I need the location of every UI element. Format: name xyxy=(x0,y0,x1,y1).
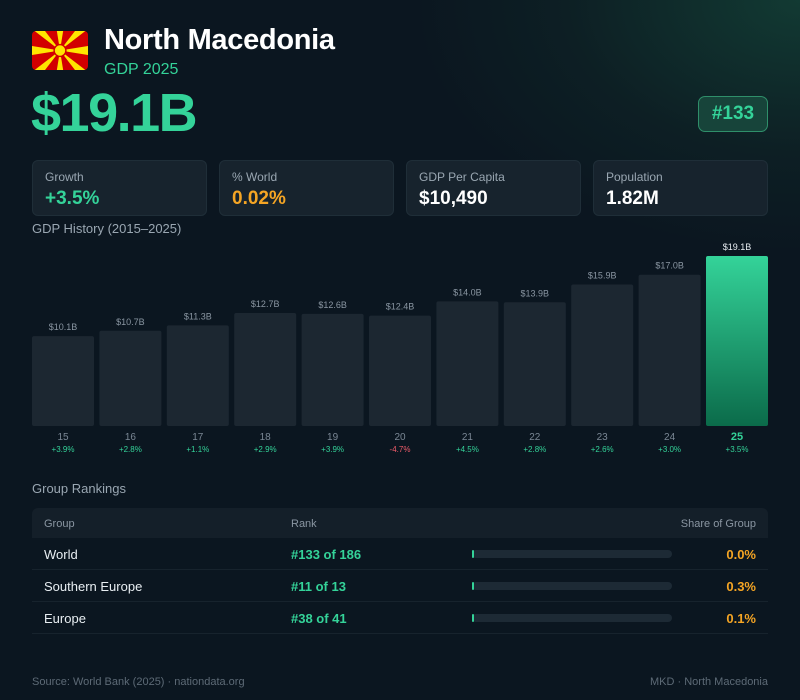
growth-label: +3.0% xyxy=(658,445,681,454)
growth-label: +2.8% xyxy=(119,445,142,454)
rankings-table: Group Rank Share of Group World #133 of 1… xyxy=(32,508,768,634)
gdp-value: $19.1B xyxy=(31,83,198,143)
chart-title: GDP History (2015–2025) xyxy=(32,221,182,236)
stats-row: Growth +3.5% % World 0.02% GDP Per Capit… xyxy=(32,160,768,216)
stat-card-gdp-per-capita: GDP Per Capita $10,490 xyxy=(406,160,581,216)
row-rank: #38 of 41 xyxy=(291,611,347,626)
x-tick-label: 24 xyxy=(664,432,676,443)
x-tick-label: 20 xyxy=(394,432,406,443)
growth-label: +3.5% xyxy=(726,445,749,454)
x-tick-label: 18 xyxy=(260,432,272,443)
chart-bar xyxy=(301,313,364,426)
country-title: North Macedonia xyxy=(104,24,335,56)
bar-value-label: $12.7B xyxy=(251,299,280,309)
bar-value-label: $12.4B xyxy=(386,302,415,312)
bar-value-label: $12.6B xyxy=(318,300,347,310)
bar-value-label: $15.9B xyxy=(588,270,617,280)
table-row: Southern Europe #11 of 13 0.3% xyxy=(32,570,768,602)
row-group: Europe xyxy=(44,611,86,626)
table-row: World #133 of 186 0.0% xyxy=(32,538,768,570)
row-rank: #11 of 13 xyxy=(291,579,346,594)
stat-card-growth: Growth +3.5% xyxy=(32,160,207,216)
bar-value-label: $10.1B xyxy=(49,322,78,332)
table-header: Group Rank Share of Group xyxy=(32,508,768,538)
stat-value: 0.02% xyxy=(232,188,286,209)
growth-label: -4.7% xyxy=(390,445,411,454)
stat-value: +3.5% xyxy=(45,188,100,209)
x-tick-label: 19 xyxy=(327,432,339,443)
chart-bar xyxy=(166,325,229,426)
row-group: World xyxy=(44,547,78,562)
share-bar xyxy=(472,550,672,558)
stat-card-population: Population 1.82M xyxy=(593,160,768,216)
footer-code: MKD · North Macedonia xyxy=(650,676,768,688)
share-bar xyxy=(472,614,672,622)
page-subtitle: GDP 2025 xyxy=(104,61,179,78)
growth-label: +3.9% xyxy=(321,445,344,454)
growth-label: +2.9% xyxy=(254,445,277,454)
share-bar-fill xyxy=(472,582,474,590)
chart-bar xyxy=(638,274,701,426)
bar-value-label: $17.0B xyxy=(655,261,684,271)
stat-label: % World xyxy=(232,170,278,184)
chart-bar xyxy=(706,256,768,426)
growth-label: +1.1% xyxy=(186,445,209,454)
stat-label: Population xyxy=(606,170,663,184)
header-share: Share of Group xyxy=(680,518,756,530)
chart-bar xyxy=(436,301,499,426)
north-macedonia-flag-icon xyxy=(32,31,88,70)
growth-label: +2.8% xyxy=(523,445,546,454)
rankings-title: Group Rankings xyxy=(32,481,126,496)
stat-label: Growth xyxy=(45,170,84,184)
chart-bar xyxy=(571,284,634,426)
chart-bar xyxy=(234,312,297,426)
row-share: 0.0% xyxy=(726,547,756,562)
stat-value: $10,490 xyxy=(419,188,488,209)
chart-bar xyxy=(99,330,162,426)
bar-value-label: $10.7B xyxy=(116,317,145,327)
growth-label: +3.9% xyxy=(52,445,75,454)
header-group: Group xyxy=(44,518,75,530)
chart-bar xyxy=(32,336,94,426)
rank-badge: #133 xyxy=(698,96,768,132)
stat-card-world-share: % World 0.02% xyxy=(219,160,394,216)
stat-label: GDP Per Capita xyxy=(419,170,505,184)
chart-bar xyxy=(503,302,566,426)
chart-bar xyxy=(369,315,431,426)
table-row: Europe #38 of 41 0.1% xyxy=(32,602,768,634)
x-tick-label: 23 xyxy=(597,432,609,443)
header-rank: Rank xyxy=(291,518,317,530)
x-tick-label: 17 xyxy=(192,432,204,443)
bar-value-label: $14.0B xyxy=(453,287,482,297)
bar-value-label: $13.9B xyxy=(521,288,550,298)
row-group: Southern Europe xyxy=(44,579,143,594)
x-tick-label: 15 xyxy=(57,432,69,443)
share-bar-fill xyxy=(472,550,474,558)
row-rank: #133 of 186 xyxy=(291,547,362,562)
row-share: 0.1% xyxy=(726,611,756,626)
growth-label: +4.5% xyxy=(456,445,479,454)
bar-value-label: $11.3B xyxy=(184,311,212,321)
share-bar xyxy=(472,582,672,590)
footer-source: Source: World Bank (2025) · nationdata.o… xyxy=(32,676,245,688)
share-bar-fill xyxy=(472,614,474,622)
x-tick-label: 16 xyxy=(125,432,137,443)
bar-value-label: $19.1B xyxy=(723,242,752,252)
x-tick-label: 22 xyxy=(529,432,541,443)
stat-value: 1.82M xyxy=(606,188,659,209)
x-tick-label: 21 xyxy=(462,432,474,443)
x-tick-label: 25 xyxy=(731,431,743,443)
growth-label: +2.6% xyxy=(591,445,614,454)
row-share: 0.3% xyxy=(726,579,756,594)
